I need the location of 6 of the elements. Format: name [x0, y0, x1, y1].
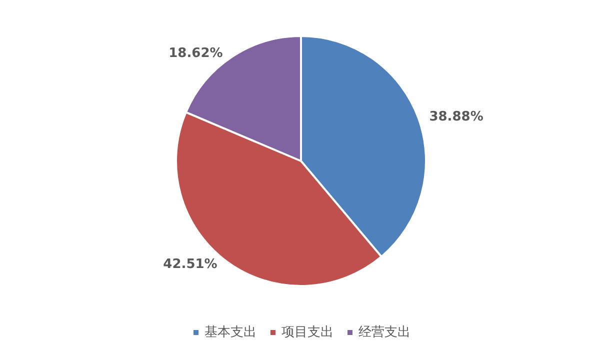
legend-label: 经营支出	[358, 325, 410, 340]
data-label: 38.88%	[429, 109, 484, 124]
legend-label: 项目支出	[282, 325, 334, 340]
legend-label: 基本支出	[204, 325, 256, 340]
data-label: 18.62%	[168, 46, 223, 61]
data-label: 42.51%	[163, 257, 218, 272]
